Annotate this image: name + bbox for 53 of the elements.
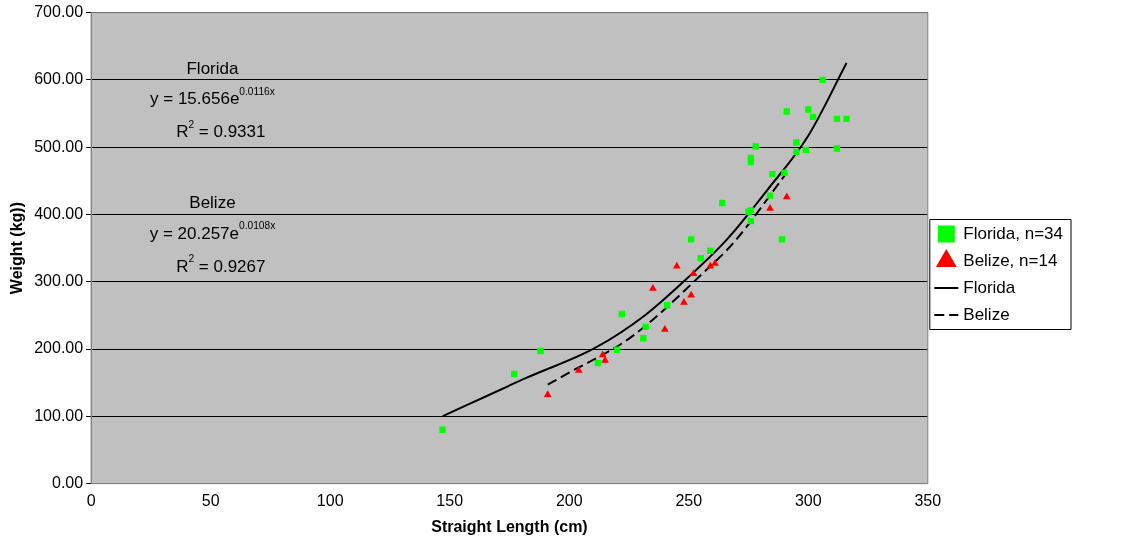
x-tick-label: 350 xyxy=(914,491,942,509)
legend-label: Belize xyxy=(963,304,1010,324)
point xyxy=(660,325,669,332)
legend-label: Florida, n=34 xyxy=(963,223,1063,243)
y-tick-label: 700.00 xyxy=(34,3,84,21)
point xyxy=(805,106,812,113)
annotation: Florida xyxy=(186,58,239,78)
point xyxy=(752,143,759,150)
point xyxy=(680,298,688,305)
point xyxy=(649,283,657,291)
point xyxy=(711,259,719,266)
y-tick-label: 500.00 xyxy=(34,137,84,155)
y-tick-label: 300.00 xyxy=(34,272,84,290)
y-axis-title: Weight (kg)) xyxy=(8,202,26,295)
x-tick-label: 300 xyxy=(794,491,822,509)
point xyxy=(594,359,602,367)
point xyxy=(778,236,786,243)
x-tick-label: 250 xyxy=(675,491,703,509)
point xyxy=(766,203,774,211)
point xyxy=(843,115,850,123)
point xyxy=(783,108,790,115)
legend-label: Belize, n=14 xyxy=(963,250,1058,270)
point xyxy=(687,236,695,243)
point xyxy=(537,347,544,355)
x-tick-label: 0 xyxy=(86,491,96,509)
y-tick-label: 0.00 xyxy=(52,474,84,492)
point xyxy=(640,335,647,342)
point xyxy=(574,366,583,373)
point xyxy=(782,192,791,200)
x-tick-label: 150 xyxy=(436,491,464,509)
x-axis-title: Straight Length (cm) xyxy=(431,517,588,535)
point xyxy=(543,390,552,398)
point xyxy=(598,350,607,358)
point xyxy=(819,76,826,84)
x-tick-label: 50 xyxy=(201,491,220,509)
point xyxy=(706,261,715,269)
point xyxy=(689,269,698,276)
x-tick-label: 200 xyxy=(555,491,583,509)
y-tick-label: 200.00 xyxy=(34,339,84,357)
legend-label: Florida xyxy=(963,277,1016,297)
point xyxy=(781,169,788,176)
annotation: Belize xyxy=(189,193,236,213)
point xyxy=(793,148,800,156)
y-tick-label: 600.00 xyxy=(34,70,84,88)
point xyxy=(766,192,774,199)
point xyxy=(769,170,776,178)
point xyxy=(672,261,681,269)
y-tick-label: 100.00 xyxy=(34,406,84,424)
x-tick-label: 100 xyxy=(316,491,344,509)
point xyxy=(833,145,841,152)
y-tick-label: 400.00 xyxy=(34,204,84,222)
point xyxy=(439,426,446,433)
point xyxy=(793,139,800,146)
